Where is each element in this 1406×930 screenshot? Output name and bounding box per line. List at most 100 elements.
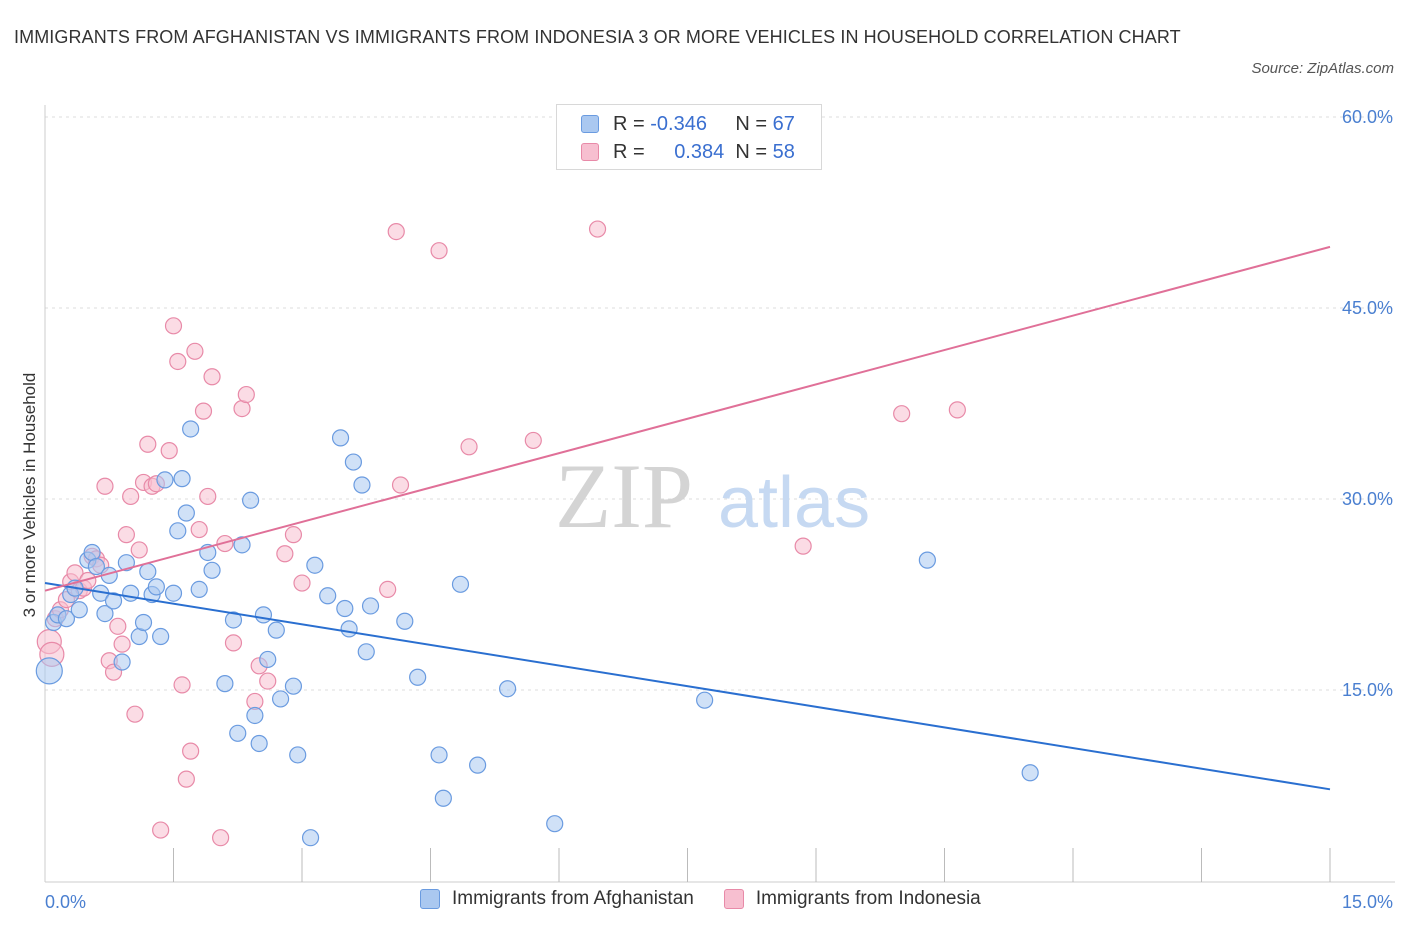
data-point-indonesia — [276, 545, 294, 563]
trend-line-afghanistan — [44, 582, 1331, 791]
data-point-afghanistan — [301, 829, 320, 847]
data-point-indonesia — [212, 829, 230, 847]
legend-item-afghanistan[interactable]: Immigrants from Afghanistan — [420, 888, 694, 910]
data-point-afghanistan — [169, 522, 187, 540]
data-point-afghanistan — [122, 584, 140, 602]
n-label: N = — [735, 112, 768, 135]
data-point-indonesia — [794, 537, 812, 555]
data-point-indonesia — [96, 477, 114, 495]
data-point-indonesia — [130, 541, 148, 559]
data-point-afghanistan — [96, 604, 114, 623]
data-point-indonesia — [164, 317, 183, 335]
data-point-afghanistan — [177, 504, 195, 522]
data-point-afghanistan — [250, 734, 268, 753]
legend-swatch-afghanistan — [581, 115, 599, 133]
trend-lines — [44, 245, 1331, 791]
r-value: 0.384 — [674, 140, 725, 163]
data-point-indonesia — [194, 402, 213, 420]
data-point-afghanistan — [319, 587, 337, 605]
data-point-indonesia — [387, 223, 405, 241]
data-point-afghanistan — [361, 597, 380, 615]
data-point-indonesia — [177, 770, 195, 788]
legend-swatch-indonesia — [723, 889, 744, 909]
data-point-afghanistan — [696, 691, 714, 709]
data-point-afghanistan — [152, 627, 170, 646]
data-point-afghanistan — [190, 580, 208, 599]
data-point-indonesia — [190, 520, 208, 539]
data-point-indonesia — [893, 405, 911, 423]
data-point-afghanistan — [284, 677, 303, 695]
data-point-indonesia — [259, 672, 277, 690]
data-point-afghanistan — [344, 453, 362, 471]
data-point-indonesia — [117, 526, 135, 544]
y-tick-label: 30.0% — [1342, 489, 1393, 509]
data-point-afghanistan — [254, 606, 273, 624]
data-point-afghanistan — [203, 561, 221, 579]
stats-legend: R = -0.346 N = 67 R = 0.384 N = 58 — [556, 104, 822, 170]
data-point-afghanistan — [259, 650, 277, 669]
watermark: ZIP atlas — [555, 445, 870, 547]
data-point-indonesia — [199, 487, 217, 506]
data-point-indonesia — [122, 487, 140, 506]
data-point-afghanistan — [409, 668, 427, 686]
data-point-afghanistan — [267, 621, 285, 639]
data-point-afghanistan — [918, 551, 936, 569]
data-point-afghanistan — [396, 612, 414, 630]
data-point-indonesia — [160, 442, 178, 460]
legend-swatch-afghanistan — [420, 889, 440, 909]
data-point-indonesia — [109, 617, 127, 635]
watermark-atlas: atlas — [718, 463, 870, 543]
tick-labels: 15.0% 30.0% 45.0% 60.0% 0.0% 15.0% — [45, 107, 1393, 912]
data-point-afghanistan — [246, 706, 264, 725]
data-point-afghanistan — [242, 491, 260, 509]
data-point-indonesia — [173, 676, 191, 694]
data-point-afghanistan — [139, 562, 157, 581]
data-point-afghanistan — [35, 657, 63, 685]
data-point-indonesia — [391, 476, 410, 494]
y-axis-label: 3 or more Vehicles in Household — [20, 373, 39, 618]
data-point-indonesia — [182, 742, 200, 760]
data-point-afghanistan — [271, 690, 290, 708]
legend-label-indonesia: Immigrants from Indonesia — [755, 888, 981, 909]
data-point-afghanistan — [1021, 764, 1039, 782]
data-point-afghanistan — [336, 599, 354, 618]
data-point-afghanistan — [57, 610, 76, 628]
data-point-indonesia — [203, 368, 221, 386]
data-point-afghanistan — [353, 476, 371, 494]
watermark-zip: ZIP — [555, 445, 693, 547]
n-label: N = — [735, 140, 768, 163]
chart-title: IMMIGRANTS FROM AFGHANISTAN VS IMMIGRANT… — [14, 27, 1181, 47]
data-point-afghanistan — [113, 653, 131, 671]
data-point-indonesia — [588, 220, 607, 238]
data-point-afghanistan — [117, 554, 135, 572]
data-point-indonesia — [460, 438, 478, 456]
data-point-afghanistan — [469, 756, 487, 774]
y-tick-label: 45.0% — [1342, 298, 1393, 318]
data-point-indonesia — [139, 435, 157, 453]
legend-item-indonesia[interactable]: Immigrants from Indonesia — [723, 888, 981, 910]
legend-swatch-indonesia — [581, 143, 599, 161]
y-tick-label: 60.0% — [1342, 107, 1393, 127]
data-point-afghanistan — [173, 470, 191, 488]
r-label: R = — [613, 112, 645, 135]
data-point-afghanistan — [216, 675, 234, 693]
data-point-afghanistan — [224, 611, 243, 629]
data-point-afghanistan — [434, 789, 452, 807]
data-point-indonesia — [152, 821, 170, 839]
r-value: -0.346 — [650, 112, 707, 135]
trend-line-indonesia — [44, 245, 1331, 592]
data-point-afghanistan — [229, 724, 247, 742]
data-point-indonesia — [186, 342, 204, 360]
x-tick-label: 0.0% — [45, 892, 86, 912]
n-value: 58 — [772, 140, 795, 163]
data-point-afghanistan — [340, 620, 358, 638]
data-point-afghanistan — [87, 557, 106, 576]
data-point-afghanistan — [306, 556, 324, 574]
data-point-indonesia — [284, 526, 303, 544]
data-point-indonesia — [224, 634, 243, 652]
data-point-afghanistan — [289, 746, 307, 764]
data-point-afghanistan — [357, 643, 375, 661]
data-point-indonesia — [169, 352, 187, 371]
n-value: 67 — [772, 112, 795, 135]
